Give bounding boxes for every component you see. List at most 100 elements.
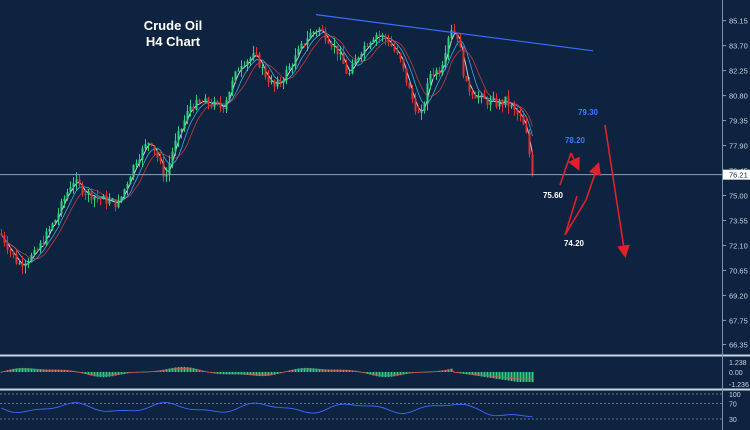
macd-tick-label: -1.236 <box>729 382 749 389</box>
macd-histogram-bar <box>222 372 225 375</box>
macd-histogram-bar <box>177 367 180 372</box>
macd-histogram-bar <box>33 368 36 372</box>
candle-body <box>60 201 63 214</box>
projection-arrow <box>559 152 572 186</box>
macd-histogram-bar <box>96 372 99 377</box>
macd-histogram-bar <box>402 372 405 375</box>
macd-histogram-bar <box>255 372 258 376</box>
candle-body <box>357 57 360 60</box>
macd-histogram-bar <box>90 372 93 376</box>
candle-body <box>63 198 66 202</box>
macd-histogram-bar <box>15 368 18 372</box>
macd-histogram-bar <box>519 372 522 382</box>
candle-body <box>390 42 393 46</box>
candle-body <box>69 187 72 193</box>
candle-body <box>303 43 306 45</box>
macd-histogram-bar <box>87 372 90 375</box>
candle-body <box>240 65 243 71</box>
candle-body <box>252 53 255 59</box>
candle-body <box>99 197 102 200</box>
candle-body <box>405 68 408 83</box>
price-tick-label: 75.00 <box>729 192 748 201</box>
candle-body <box>228 91 231 101</box>
macd-histogram-bar <box>264 372 267 377</box>
macd-histogram-bar <box>309 368 312 372</box>
candle-body <box>297 49 300 56</box>
macd-histogram-bar <box>84 372 87 375</box>
candle-body <box>354 59 357 64</box>
candle-body <box>327 40 330 44</box>
candle-body <box>9 249 12 252</box>
macd-histogram-bar <box>225 372 228 375</box>
macd-histogram-bar <box>9 369 12 372</box>
macd-histogram-bar <box>294 368 297 372</box>
macd-histogram-bar <box>120 372 123 375</box>
macd-histogram-bar <box>312 368 315 372</box>
candle-body <box>213 101 216 107</box>
candle-body <box>171 151 174 163</box>
candle-body <box>15 254 18 264</box>
candle-body <box>447 37 450 53</box>
candle-body <box>129 177 132 184</box>
macd-histogram-bar <box>63 369 66 372</box>
macd-histogram-bar <box>471 372 474 376</box>
candle-body <box>57 213 60 221</box>
candle-body <box>24 263 27 267</box>
macd-histogram-bar <box>0 372 3 373</box>
target-annotation-label: 78.20 <box>565 136 586 145</box>
macd-histogram-bar <box>318 368 321 372</box>
current-price-tag <box>723 169 750 180</box>
price-tick-label: 70.65 <box>729 266 748 275</box>
candle-body <box>477 96 480 99</box>
candle-body <box>246 61 249 66</box>
candle-body <box>138 159 141 164</box>
candle-body <box>456 32 459 40</box>
macd-histogram-bar <box>219 372 222 375</box>
ma-fast-line <box>1 30 533 265</box>
candle-body <box>342 52 345 64</box>
macd-histogram-bar <box>195 368 198 372</box>
candle-body <box>402 58 405 69</box>
macd-histogram-bar <box>168 368 171 372</box>
macd-histogram-bar <box>180 366 183 372</box>
candle-body <box>471 91 474 96</box>
candle-body <box>219 102 222 108</box>
candle-body <box>126 183 129 190</box>
macd-histogram-bar <box>246 372 249 376</box>
macd-histogram-bar <box>252 372 255 376</box>
rsi-tick-label: 30 <box>729 417 737 424</box>
candle-body <box>309 32 312 39</box>
candle-body <box>393 45 396 51</box>
candle-body <box>177 131 180 141</box>
macd-histogram-bar <box>261 372 264 377</box>
macd-histogram-bar <box>18 368 21 372</box>
candle-body <box>363 45 366 54</box>
projection-arrow <box>564 199 587 236</box>
ma-slow-line <box>1 35 533 260</box>
candle-body <box>42 242 45 245</box>
candle-body <box>396 50 399 54</box>
candle-body <box>420 110 423 113</box>
candle-body <box>279 81 282 83</box>
candle-body <box>231 80 234 92</box>
candle-body <box>378 34 381 37</box>
price-tick-label: 79.35 <box>729 117 748 126</box>
candle-body <box>261 67 264 69</box>
candle-body <box>369 42 372 47</box>
macd-histogram-bar <box>267 372 270 376</box>
macd-histogram-bar <box>186 367 189 372</box>
candle-body <box>54 220 57 224</box>
candle-body <box>18 263 21 265</box>
candle-body <box>375 34 378 40</box>
macd-histogram-bar <box>480 372 483 377</box>
candle-body <box>453 30 456 33</box>
macd-histogram-bar <box>165 369 168 372</box>
macd-histogram-bar <box>474 372 477 376</box>
price-tick-label: 80.80 <box>729 92 748 101</box>
candle-body <box>6 242 9 250</box>
macd-histogram-bar <box>234 372 237 375</box>
candle-body <box>435 70 438 76</box>
macd-histogram-bar <box>516 372 519 382</box>
macd-histogram-bar <box>486 372 489 378</box>
macd-histogram-bar <box>372 372 375 376</box>
